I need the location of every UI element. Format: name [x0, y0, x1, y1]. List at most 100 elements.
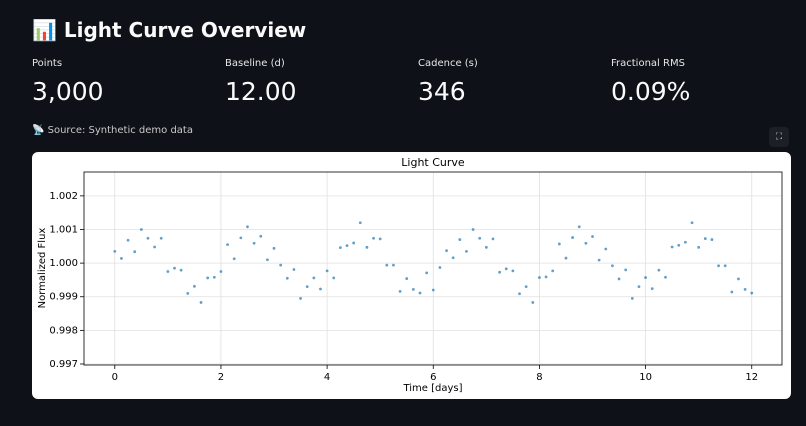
metric-value: 3,000: [32, 77, 104, 106]
data-point: [120, 257, 123, 260]
data-point: [113, 249, 117, 253]
y-tick-label: 0.997: [49, 359, 78, 370]
data-point: [657, 268, 661, 272]
data-point: [504, 267, 508, 271]
data-point: [630, 297, 634, 300]
data-point: [577, 225, 581, 229]
data-point: [458, 238, 462, 241]
source-caption: 📡 Source: Synthetic demo data: [32, 125, 193, 136]
data-point: [597, 258, 601, 262]
y-tick-label: 1.000: [49, 258, 78, 269]
data-point: [604, 247, 608, 251]
data-point: [186, 291, 190, 295]
data-point: [478, 236, 482, 240]
data-point: [624, 268, 628, 272]
data-point: [617, 277, 621, 281]
data-point: [644, 276, 647, 279]
data-point: [557, 242, 561, 246]
data-point: [199, 301, 203, 304]
metric-label: Cadence (s): [418, 58, 478, 69]
data-point: [431, 288, 435, 292]
metric-label: Fractional RMS: [611, 58, 685, 69]
data-point: [524, 285, 528, 289]
chart-card: Light Curve Time [days] Normalized Flux …: [32, 152, 791, 399]
data-point: [378, 237, 382, 241]
data-point: [299, 297, 302, 300]
data-point: [153, 245, 156, 249]
data-point: [312, 276, 316, 280]
y-tick-label: 1.001: [49, 224, 78, 235]
data-point: [372, 236, 375, 240]
data-point: [265, 258, 269, 262]
metric: Baseline (d) 12.00: [225, 58, 405, 106]
fullscreen-button[interactable]: ⛶: [769, 127, 789, 147]
data-point: [498, 270, 502, 274]
data-point: [405, 277, 409, 280]
data-point: [411, 287, 415, 291]
data-point: [697, 245, 701, 249]
data-point: [518, 292, 521, 296]
data-point: [717, 264, 720, 268]
data-point: [259, 234, 263, 238]
x-tick-label: 0: [112, 372, 118, 383]
data-point: [345, 244, 349, 248]
data-point: [571, 236, 574, 239]
data-point: [166, 270, 170, 273]
data-point: [743, 287, 747, 291]
y-tick-label: 1.002: [49, 191, 78, 202]
plot-frame: [83, 171, 783, 366]
metric-value: 346: [418, 77, 466, 106]
data-point: [438, 266, 442, 269]
page-title: 📊 Light Curve Overview: [32, 18, 307, 42]
data-point: [445, 249, 448, 253]
data-point: [365, 245, 369, 249]
metric: Cadence (s) 346: [418, 58, 598, 106]
data-point: [723, 264, 727, 268]
data-point: [279, 263, 283, 267]
data-point: [325, 269, 329, 273]
data-point: [544, 275, 548, 279]
chart-title: Light Curve: [401, 156, 465, 169]
x-tick-label: 6: [430, 372, 436, 383]
data-point: [471, 228, 475, 231]
data-point: [418, 291, 422, 295]
data-point: [206, 276, 210, 280]
x-axis-label: Time [days]: [402, 383, 462, 394]
data-point: [252, 241, 256, 245]
y-tick-label: 0.999: [49, 292, 78, 303]
x-tick-label: 10: [639, 372, 652, 383]
data-point: [193, 284, 196, 288]
y-tick-label: 0.998: [49, 325, 78, 336]
data-point: [484, 245, 488, 249]
data-point: [710, 238, 714, 241]
data-point: [538, 276, 541, 279]
data-point: [491, 237, 495, 241]
data-point: [531, 301, 535, 304]
data-point: [385, 263, 389, 267]
data-point: [551, 269, 555, 273]
metric-value: 0.09%: [611, 77, 691, 106]
data-point: [226, 243, 229, 247]
data-point: [146, 236, 150, 240]
metric: Points 3,000: [32, 58, 212, 106]
metric-label: Baseline (d): [225, 58, 285, 69]
data-point: [425, 271, 429, 275]
metric-value: 12.00: [225, 77, 297, 106]
x-tick-label: 4: [324, 372, 330, 383]
data-point: [584, 241, 588, 245]
data-point: [637, 285, 641, 289]
x-tick-label: 2: [218, 372, 224, 383]
data-point: [159, 236, 163, 240]
metric: Fractional RMS 0.09%: [611, 58, 791, 106]
data-point: [465, 249, 468, 253]
data-point: [305, 285, 309, 289]
data-point: [246, 225, 249, 229]
data-point: [670, 245, 674, 249]
data-point: [133, 250, 137, 254]
data-point: [239, 236, 243, 240]
data-point: [677, 243, 681, 247]
data-point: [173, 266, 176, 270]
data-point: [737, 277, 740, 281]
data-point: [664, 275, 667, 279]
